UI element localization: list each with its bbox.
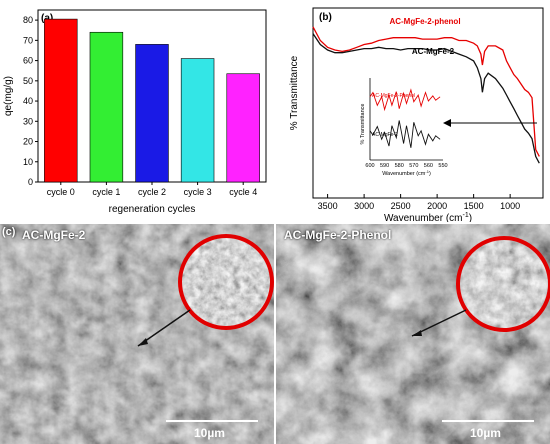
- ftir-chart-panel: (b) 3500 3000 2500 2000 1500 1000 AC-MgFe-2-phe…: [275, 0, 550, 222]
- x-tick-label: 3500: [318, 201, 338, 211]
- panel-a-label: (a): [41, 13, 53, 24]
- y-axis-label: % Transmittance: [289, 55, 300, 130]
- inset-x-tick-label: 570: [409, 163, 418, 169]
- series-label: AC-MgFe-2-phenol: [389, 17, 460, 26]
- series-label: AC-MgFe-2: [412, 47, 455, 56]
- y-tick-label: 30: [23, 116, 33, 126]
- inset-x-tick-label: 560: [424, 163, 433, 169]
- x-tick-label: cycle 0: [47, 187, 75, 197]
- zoom-pointer-left: [137, 309, 191, 347]
- series-line: [312, 33, 540, 164]
- bar-chart-panel: (a) 0 10 20 30 40 50 60 70 80 cycle 0 cycle 1 cycle …: [0, 0, 275, 222]
- y-tick-label: 20: [23, 137, 33, 147]
- inset-x-tick-label: 590: [380, 163, 389, 169]
- x-tick-label: cycle 1: [92, 187, 120, 197]
- sem-image-right: AC-MgFe-2-Phenol 10µm: [276, 224, 550, 444]
- x-tick-label: cycle 3: [184, 187, 212, 197]
- inset-series-line: [369, 120, 441, 148]
- inset-x-tick-label: 600: [365, 163, 374, 169]
- ftir-chart: (b) 3500 3000 2500 2000 1500 1000 AC-MgFe-2-phe…: [289, 7, 544, 222]
- bar-chart: (a) 0 10 20 30 40 50 60 70 80 cycle 0 cycle 1 cycle …: [3, 9, 267, 215]
- inset-y-axis-label: % Transmittance: [360, 104, 366, 145]
- panel-b-label: (b): [319, 12, 332, 23]
- bar: [180, 58, 215, 183]
- y-tick-label: 70: [23, 35, 33, 45]
- y-tick-label: 50: [23, 76, 33, 86]
- x-tick-label: 2500: [391, 201, 411, 211]
- x-tick-label: cycle 2: [138, 187, 166, 197]
- scale-bar-right: [442, 420, 534, 422]
- scale-label-right: 10µm: [470, 426, 501, 440]
- inset-arrow-head: [443, 119, 451, 127]
- inset-series-label: AC-MgFe-2-Phenol: [372, 93, 415, 99]
- y-axis-label: qe(mg/g): [3, 76, 14, 116]
- zoom-circle-left: [178, 234, 274, 330]
- inset-x-tick-label: 550: [438, 163, 447, 169]
- bar: [44, 18, 78, 183]
- bar: [89, 31, 124, 183]
- x-tick-label: 1000: [500, 201, 520, 211]
- x-tick-label: 3000: [354, 201, 374, 211]
- x-axis-label: Wavenumber (cm-1): [384, 212, 472, 222]
- y-tick-label: 40: [23, 96, 33, 106]
- panel-c-label: (c): [2, 226, 16, 238]
- sem-texture-left: [0, 224, 274, 444]
- sem-texture-right: [276, 224, 550, 444]
- bar: [226, 73, 260, 183]
- scale-bar-left: [166, 420, 258, 422]
- sem-image-left: (c) AC-MgFe-2 10µm: [0, 224, 274, 444]
- y-tick-label: 60: [23, 56, 33, 66]
- inset-series-label: AC-MgFe-2: [372, 132, 398, 138]
- x-tick-label: cycle 4: [229, 187, 257, 197]
- inset-x-tick-label: 580: [395, 163, 404, 169]
- inset-x-axis-label: Wavenumber (cm-1): [382, 169, 431, 177]
- sem-panel: (c) AC-MgFe-2 10µm: [0, 224, 550, 444]
- y-tick-label: 0: [28, 177, 33, 187]
- inset-series-line: [369, 88, 441, 112]
- scale-label-left: 10µm: [194, 426, 225, 440]
- series-line: [312, 26, 540, 157]
- x-axis-label: regeneration cycles: [109, 204, 196, 215]
- sem-right-title: AC-MgFe-2-Phenol: [284, 228, 392, 242]
- sem-left-title: AC-MgFe-2: [22, 228, 86, 242]
- y-tick-label: 80: [23, 15, 33, 25]
- bar: [135, 44, 169, 183]
- plot-frame: [312, 7, 544, 199]
- x-tick-label: 2000: [427, 201, 447, 211]
- y-tick-label: 10: [23, 157, 33, 167]
- zoom-circle-right: [456, 236, 550, 332]
- x-tick-label: 1500: [464, 201, 484, 211]
